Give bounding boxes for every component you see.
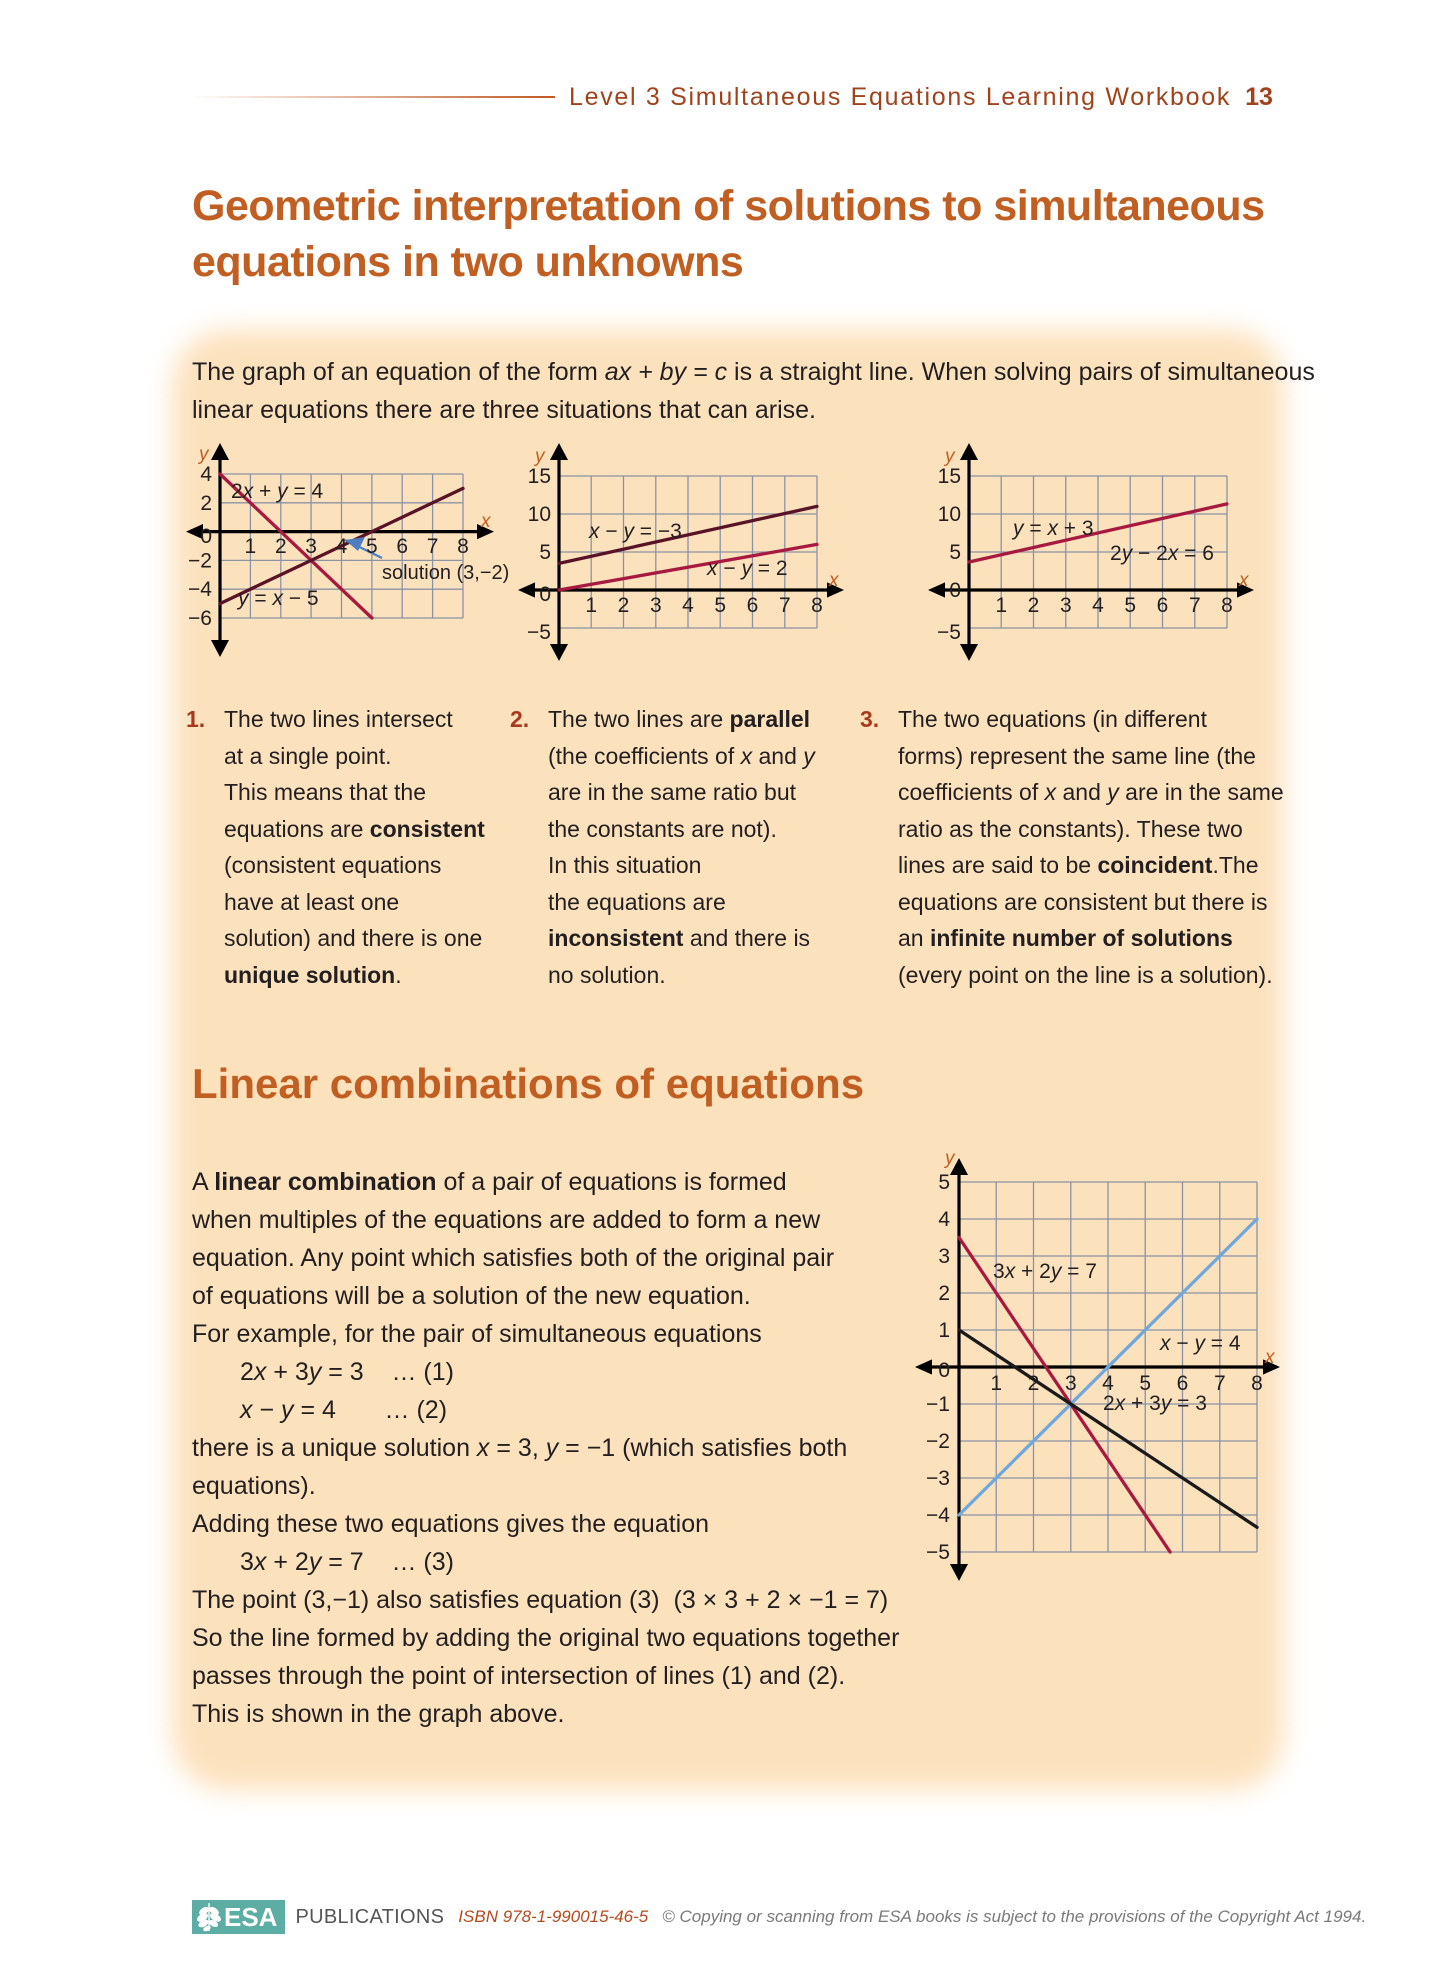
svg-text:−5: −5 [926, 1541, 950, 1564]
svg-text:3: 3 [650, 594, 662, 617]
svg-text:−5: −5 [527, 621, 551, 644]
svg-text:4: 4 [1092, 594, 1104, 617]
svg-text:7: 7 [779, 594, 791, 617]
svg-text:2: 2 [275, 535, 287, 558]
svg-text:2: 2 [200, 492, 212, 515]
svg-text:x: x [828, 570, 840, 591]
svg-text:1: 1 [245, 535, 257, 558]
svg-text:−1: −1 [926, 1393, 950, 1416]
svg-text:y = x + 3: y = x + 3 [1011, 517, 1094, 540]
svg-text:x: x [1264, 1347, 1276, 1368]
svg-text:y = x − 5: y = x − 5 [236, 587, 319, 610]
svg-text:−2: −2 [926, 1430, 950, 1453]
svg-text:solution (3,−2): solution (3,−2) [382, 562, 509, 584]
svg-text:3: 3 [1060, 594, 1072, 617]
svg-text:−2: −2 [188, 549, 212, 572]
svg-text:1: 1 [938, 1319, 950, 1342]
svg-text:x: x [1238, 570, 1250, 591]
svg-text:x − y = 2: x − y = 2 [706, 557, 788, 580]
svg-text:2: 2 [1028, 594, 1040, 617]
svg-text:4: 4 [336, 535, 348, 558]
svg-text:1: 1 [995, 594, 1007, 617]
svg-text:x: x [480, 511, 492, 532]
svg-text:y: y [943, 446, 956, 467]
svg-text:15: 15 [528, 465, 551, 488]
svg-text:0: 0 [949, 579, 961, 602]
svg-text:15: 15 [938, 465, 961, 488]
svg-text:10: 10 [938, 503, 961, 526]
svg-text:−6: −6 [188, 607, 212, 630]
svg-text:2x + 3y = 3: 2x + 3y = 3 [1103, 1392, 1207, 1415]
svg-text:6: 6 [1157, 594, 1169, 617]
svg-text:x − y = −3: x − y = −3 [588, 520, 682, 543]
svg-text:y: y [943, 1148, 956, 1169]
svg-text:7: 7 [1189, 594, 1201, 617]
svg-text:5: 5 [366, 535, 378, 558]
svg-text:10: 10 [528, 503, 551, 526]
svg-text:3: 3 [1065, 1372, 1077, 1395]
svg-text:x − y = 4: x − y = 4 [1159, 1332, 1241, 1355]
svg-text:6: 6 [396, 535, 408, 558]
svg-text:y: y [197, 444, 210, 465]
svg-text:0: 0 [200, 525, 212, 548]
svg-text:1: 1 [585, 594, 597, 617]
svg-text:4: 4 [200, 463, 212, 486]
svg-text:5: 5 [949, 541, 961, 564]
svg-text:2: 2 [618, 594, 630, 617]
svg-text:5: 5 [1124, 594, 1136, 617]
svg-text:−3: −3 [926, 1467, 950, 1490]
svg-text:−4: −4 [188, 578, 212, 601]
svg-text:7: 7 [427, 535, 439, 558]
svg-text:2x + y = 4: 2x + y = 4 [231, 480, 324, 503]
svg-text:0: 0 [938, 1359, 950, 1382]
svg-text:−4: −4 [926, 1504, 950, 1527]
svg-text:8: 8 [1251, 1372, 1263, 1395]
svg-text:6: 6 [747, 594, 759, 617]
svg-text:5: 5 [938, 1171, 950, 1194]
svg-text:3: 3 [938, 1245, 950, 1268]
svg-text:5: 5 [714, 594, 726, 617]
svg-text:8: 8 [457, 535, 469, 558]
svg-text:8: 8 [1221, 594, 1233, 617]
svg-text:3: 3 [305, 535, 317, 558]
svg-text:5: 5 [539, 541, 551, 564]
svg-text:4: 4 [938, 1208, 950, 1231]
svg-text:1: 1 [990, 1372, 1002, 1395]
svg-text:2y − 2x = 6: 2y − 2x = 6 [1110, 542, 1214, 565]
svg-text:−5: −5 [937, 621, 961, 644]
svg-text:4: 4 [682, 594, 694, 617]
svg-text:2: 2 [1028, 1372, 1040, 1395]
svg-text:3x + 2y = 7: 3x + 2y = 7 [993, 1260, 1097, 1283]
svg-text:y: y [533, 446, 546, 467]
svg-text:0: 0 [539, 583, 551, 606]
svg-text:8: 8 [811, 594, 823, 617]
svg-text:2: 2 [938, 1282, 950, 1305]
svg-text:7: 7 [1214, 1372, 1226, 1395]
